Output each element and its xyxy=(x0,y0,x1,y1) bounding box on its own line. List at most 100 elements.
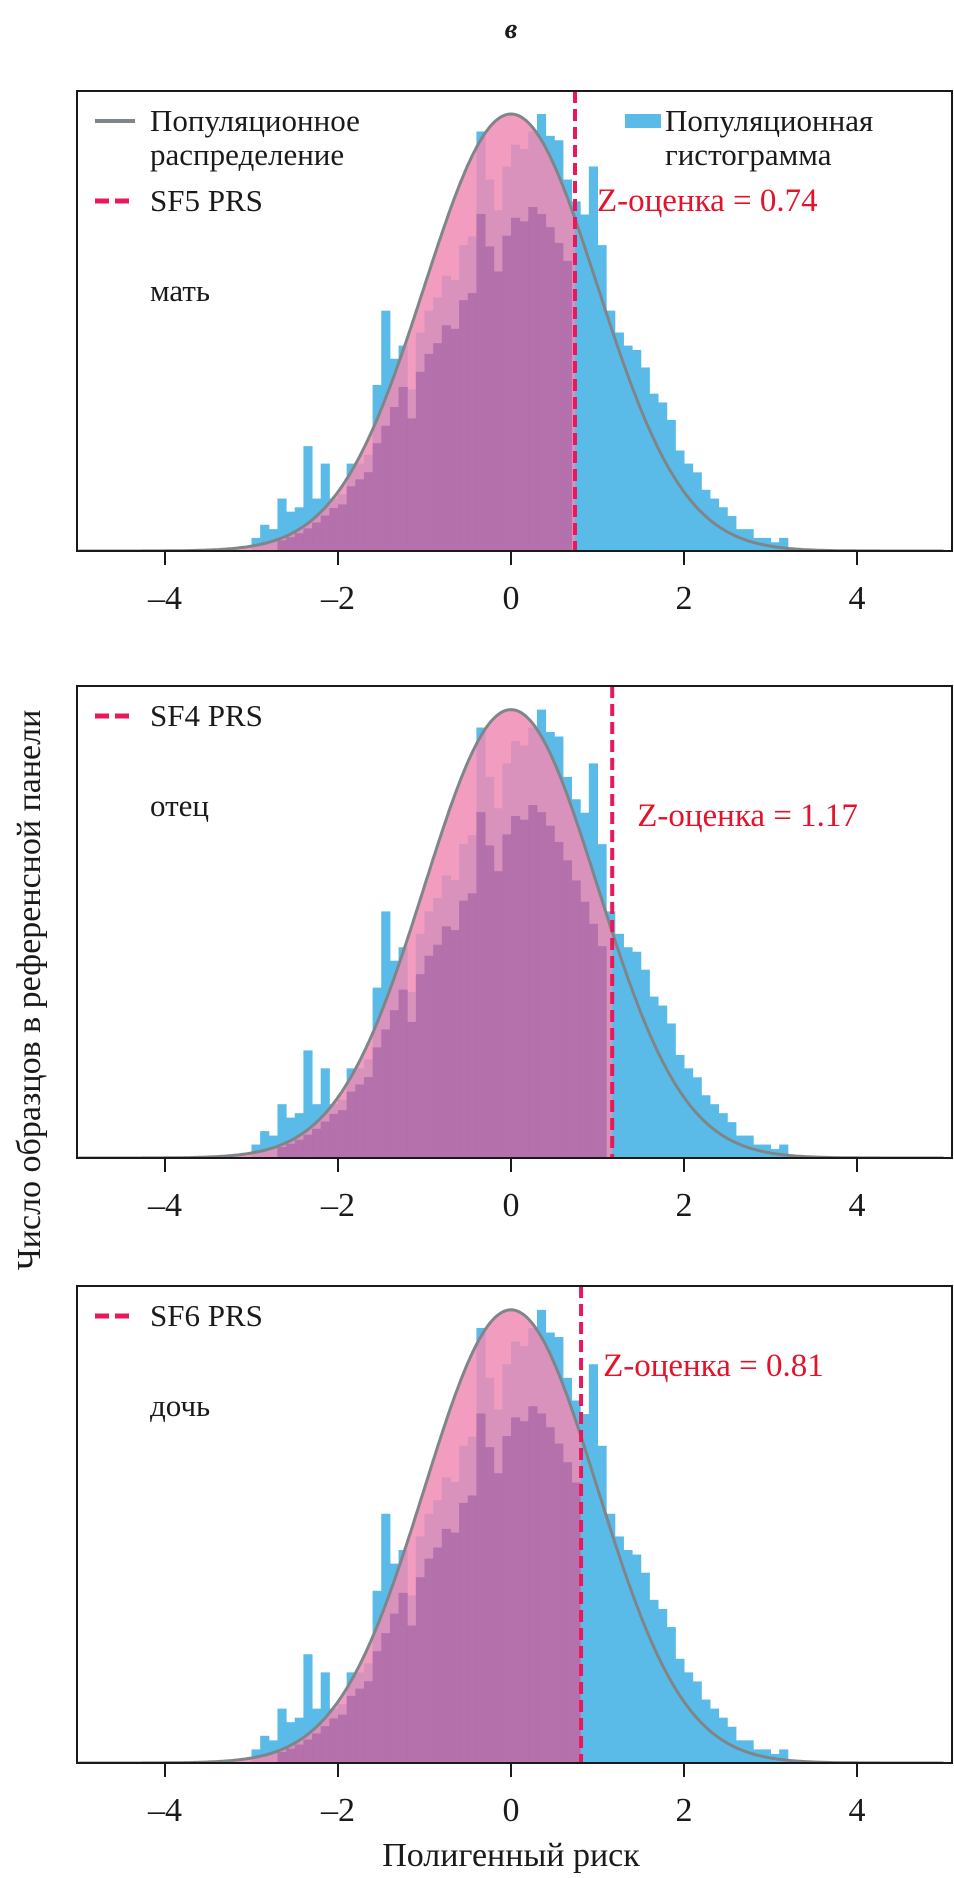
overlap-bar xyxy=(511,816,521,1158)
x-tick-label: 4 xyxy=(849,1792,866,1829)
overlap-bar xyxy=(571,1482,581,1763)
overlap-bar xyxy=(398,1592,408,1763)
histogram-bar xyxy=(684,1672,694,1763)
overlap-bar xyxy=(286,537,296,551)
histogram-bar xyxy=(779,537,789,551)
histogram-bar xyxy=(588,166,598,551)
overlap-bar xyxy=(433,944,443,1158)
histogram-bar xyxy=(684,463,694,551)
histogram-bar xyxy=(658,1608,668,1763)
overlap-bar xyxy=(441,926,451,1158)
histogram-bar xyxy=(675,1658,685,1763)
overlap-bar xyxy=(502,1436,512,1763)
overlap-bar xyxy=(511,217,521,551)
overlap-bar xyxy=(485,1447,495,1763)
plot-frame xyxy=(76,1285,953,1764)
histogram-bar xyxy=(735,1135,746,1158)
legend-histogram-label: Популяционная xyxy=(665,103,873,138)
overlap-bar xyxy=(554,242,564,551)
overlap-bar xyxy=(519,819,529,1158)
overlap-bar xyxy=(511,1417,521,1763)
histogram-bar xyxy=(666,1627,676,1763)
overlap-bar xyxy=(476,1413,486,1763)
x-tick-label: 2 xyxy=(676,1792,693,1829)
plot-frame xyxy=(76,685,953,1159)
overlap-bar xyxy=(381,1633,391,1763)
member-label: мать xyxy=(150,273,210,308)
histogram-bar xyxy=(614,933,624,1158)
histogram-bar xyxy=(779,1749,789,1763)
overlap-bar xyxy=(338,1110,348,1158)
histogram-bar xyxy=(614,332,624,551)
overlap-bar xyxy=(450,328,460,551)
histogram-bar xyxy=(701,1095,711,1158)
histogram-bar xyxy=(303,446,313,551)
overlap-bar xyxy=(476,213,486,551)
overlap-bar xyxy=(450,1532,460,1763)
histogram-bar xyxy=(580,1414,590,1763)
overlap-bar xyxy=(424,955,434,1158)
member-label: дочь xyxy=(150,1388,210,1423)
x-tick-label: 4 xyxy=(849,1187,866,1224)
zscore-label: Z-оценка = 0.81 xyxy=(603,1348,824,1384)
histogram-bar xyxy=(260,1735,270,1763)
histogram-bar xyxy=(303,1050,313,1158)
overlap-bar xyxy=(338,1714,348,1763)
overlap-bar xyxy=(424,1558,434,1763)
population-curve xyxy=(78,112,944,551)
overlap-bar xyxy=(303,1739,313,1763)
histogram-bar xyxy=(701,1699,711,1763)
overlap-bar xyxy=(312,1128,322,1158)
overlap-bar xyxy=(476,812,486,1158)
legend-prs-label: SF6 PRS xyxy=(150,1298,263,1333)
x-tick-label: 0 xyxy=(503,580,520,617)
legend-prs-label: SF4 PRS xyxy=(150,698,263,733)
overlap-bar xyxy=(441,325,451,551)
overlap-bar xyxy=(389,1613,400,1763)
chart-panel-3: –4 –2 0 2 4 SF6 PRS дочь Z-оценка = 0.81 xyxy=(76,1285,953,1829)
overlap-bar xyxy=(571,880,581,1158)
x-tick-label: 2 xyxy=(676,1187,693,1224)
overlap-bar xyxy=(398,386,408,551)
x-tick-label: 2 xyxy=(676,580,693,617)
overlap-bar xyxy=(562,860,573,1158)
overlap-bar xyxy=(355,1688,365,1763)
x-tick-label: 0 xyxy=(503,1187,520,1224)
overlap-bar xyxy=(381,1029,391,1158)
population-curve xyxy=(78,708,944,1158)
overlap-bar xyxy=(320,1121,330,1158)
overlap-bar xyxy=(493,871,503,1158)
legend-histogram-swatch xyxy=(625,114,661,128)
histogram-bar xyxy=(286,1117,296,1158)
histogram-bar xyxy=(614,1536,624,1763)
overlap-bar xyxy=(459,900,469,1158)
overlap-bar xyxy=(303,1134,313,1158)
histogram-bar xyxy=(286,1722,296,1763)
overlap-bar xyxy=(545,1427,555,1763)
overlap-bar xyxy=(545,227,555,551)
overlap-bar xyxy=(588,923,598,1158)
histogram-bar xyxy=(623,345,633,551)
histogram-bar xyxy=(571,201,581,551)
overlap-bar xyxy=(294,1744,304,1763)
overlap-bar xyxy=(554,1443,564,1763)
histogram-bar xyxy=(779,1144,789,1158)
overlap-bar xyxy=(536,1413,547,1763)
overlap-bar xyxy=(320,1726,330,1763)
histogram-bar xyxy=(623,947,633,1158)
overlap-bar xyxy=(545,825,555,1158)
overlap-bar xyxy=(312,1733,322,1763)
overlap-bar xyxy=(372,1651,382,1763)
histogram-bar xyxy=(692,1077,702,1158)
overlap-bar xyxy=(450,930,460,1158)
overlap-bar xyxy=(346,486,356,551)
plot-area xyxy=(78,1308,944,1763)
overlap-bar xyxy=(580,901,590,1158)
overlap-bar xyxy=(433,1547,443,1763)
overlap-bar xyxy=(407,1625,417,1763)
histogram-bar xyxy=(632,951,642,1158)
chart-panel-2: –4 –2 0 2 4 SF4 PRS отец Z-оценка = 1.17 xyxy=(76,685,953,1224)
overlap-bar xyxy=(554,841,564,1158)
overlap-bar xyxy=(459,300,469,551)
legend-curve-label: распределение xyxy=(150,137,344,172)
